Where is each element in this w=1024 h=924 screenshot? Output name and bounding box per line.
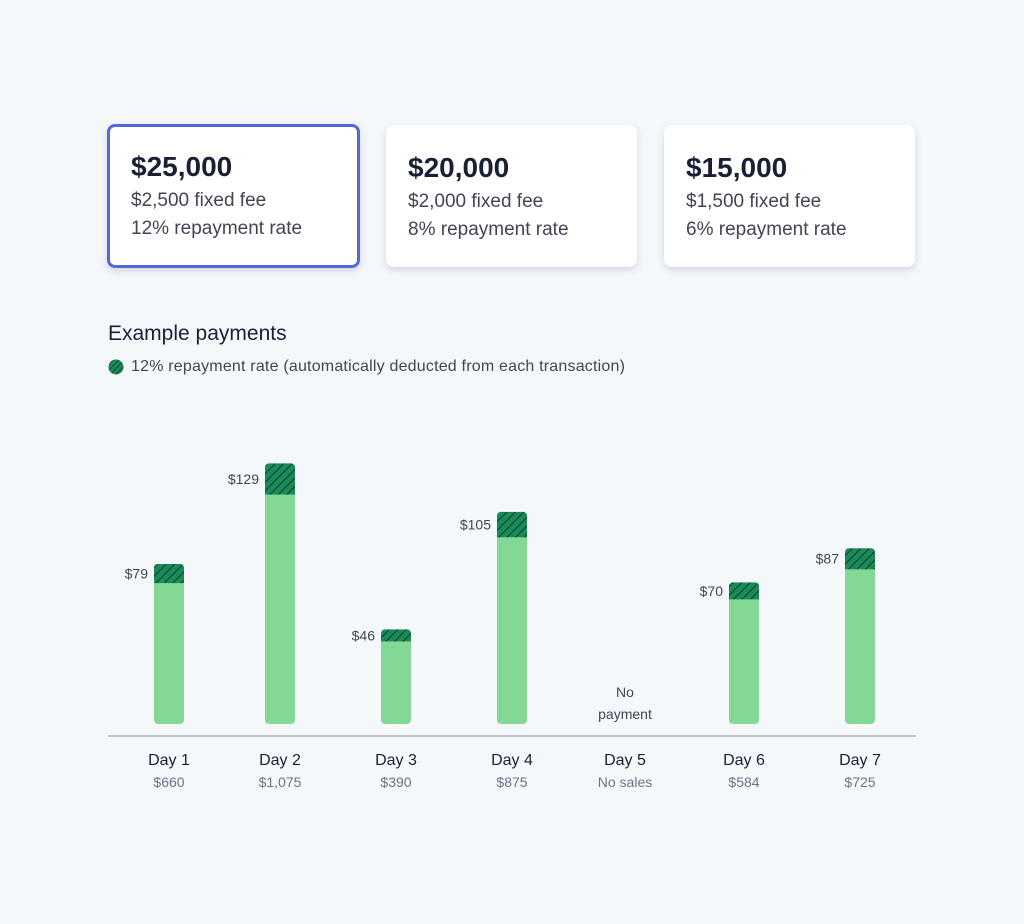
- repayment-label: $79: [125, 566, 149, 582]
- chart-legend: 12% repayment rate (automatically deduct…: [108, 358, 625, 376]
- offer-amount: $20,000: [408, 152, 510, 183]
- daily-sales-label: No sales: [598, 774, 652, 790]
- sales-bar: [729, 582, 759, 724]
- offer-card-25000[interactable]: $25,000 $2,500 fixed fee 12% repayment r…: [107, 124, 360, 268]
- daily-sales-label: $875: [496, 774, 527, 790]
- hatched-circle-icon: [108, 359, 124, 375]
- day-label: Day 3: [375, 752, 417, 769]
- offer-amount: $25,000: [131, 151, 233, 182]
- offer-card-20000[interactable]: $20,000 $2,000 fixed fee 8% repayment ra…: [386, 125, 637, 267]
- offer-rate: 8% repayment rate: [408, 219, 569, 240]
- offer-fee: $2,000 fixed fee: [408, 191, 544, 212]
- repayment-label: $129: [228, 471, 259, 487]
- sales-bar: [497, 511, 527, 724]
- daily-sales-label: $390: [380, 774, 411, 790]
- daily-sales-label: $1,075: [259, 774, 302, 790]
- repayment-bar: [265, 463, 295, 495]
- day-label: Day 1: [148, 752, 190, 769]
- legend-label: 12% repayment rate (automatically deduct…: [131, 358, 626, 375]
- offer-fee: $2,500 fixed fee: [131, 190, 267, 211]
- day-label: Day 5: [604, 752, 646, 769]
- day-label: Day 4: [491, 752, 533, 769]
- day-label: Day 7: [839, 752, 881, 769]
- repayment-bar: [845, 548, 875, 570]
- offer-rate: 12% repayment rate: [131, 218, 303, 239]
- offer-amount: $15,000: [686, 152, 788, 183]
- repayment-bar: [154, 563, 184, 584]
- repayment-label: $70: [700, 583, 724, 599]
- repayment-label: $105: [460, 517, 491, 533]
- sales-bar: [845, 548, 875, 724]
- offer-fee: $1,500 fixed fee: [686, 191, 822, 212]
- repayment-bar: [497, 511, 527, 538]
- no-payment-label: payment: [598, 706, 652, 722]
- repayment-bar: [729, 582, 759, 600]
- sales-bar: [381, 629, 411, 724]
- daily-sales-label: $660: [153, 774, 184, 790]
- no-payment-label: No: [616, 684, 634, 700]
- section-title: Example payments: [108, 322, 287, 345]
- repayment-bar: [381, 629, 411, 642]
- day-label: Day 2: [259, 752, 301, 769]
- offer-card-15000[interactable]: $15,000 $1,500 fixed fee 6% repayment ra…: [664, 125, 915, 267]
- repayment-label: $46: [352, 627, 376, 643]
- day-label: Day 6: [723, 752, 765, 769]
- repayment-label: $87: [816, 551, 840, 567]
- offer-rate: 6% repayment rate: [686, 219, 847, 240]
- sales-bar: [265, 463, 295, 724]
- daily-sales-label: $584: [728, 774, 759, 790]
- sales-bar: [154, 563, 184, 724]
- daily-sales-label: $725: [844, 774, 875, 790]
